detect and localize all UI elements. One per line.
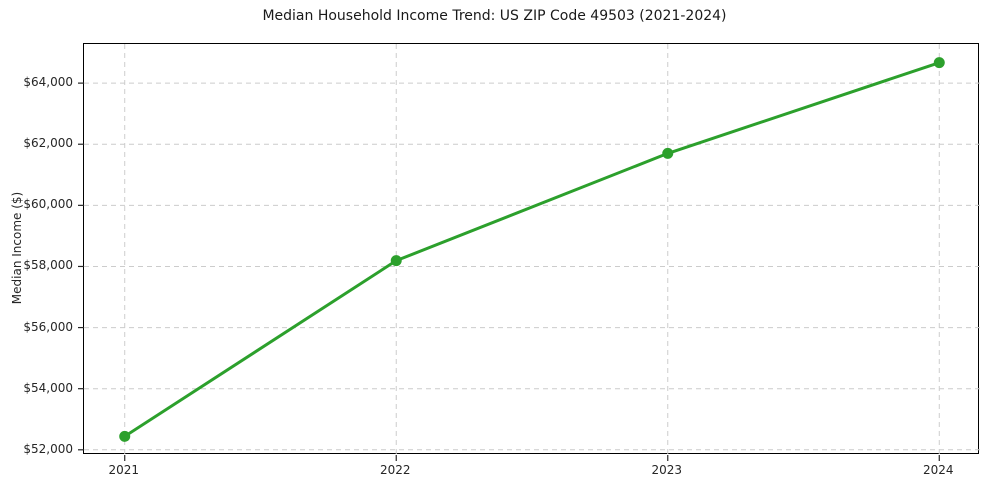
y-tick-label: $62,000 <box>23 136 73 151</box>
y-tick-label: $54,000 <box>23 380 73 395</box>
data-point-2022 <box>390 255 402 267</box>
x-tick-label: 2021 <box>108 463 139 477</box>
y-tick-label: $52,000 <box>23 441 73 456</box>
chart-canvas <box>78 44 980 461</box>
data-point-2021 <box>119 430 131 442</box>
y-tick-label: $64,000 <box>23 75 73 90</box>
plot-area <box>78 43 980 461</box>
data-point-2024 <box>933 57 945 69</box>
trend-line <box>123 61 941 438</box>
x-tick-label: 2023 <box>651 463 683 477</box>
y-axis-label: Median Income ($) <box>10 191 24 305</box>
y-tick-label: $58,000 <box>23 258 73 273</box>
x-tick-label: 2022 <box>379 463 411 477</box>
x-tick-label: 2024 <box>922 463 954 477</box>
chart-title: Median Household Income Trend: US ZIP Co… <box>262 8 727 24</box>
y-tick-label: $60,000 <box>23 197 73 212</box>
data-point-2023 <box>662 147 674 159</box>
y-tick-label: $56,000 <box>23 319 73 334</box>
